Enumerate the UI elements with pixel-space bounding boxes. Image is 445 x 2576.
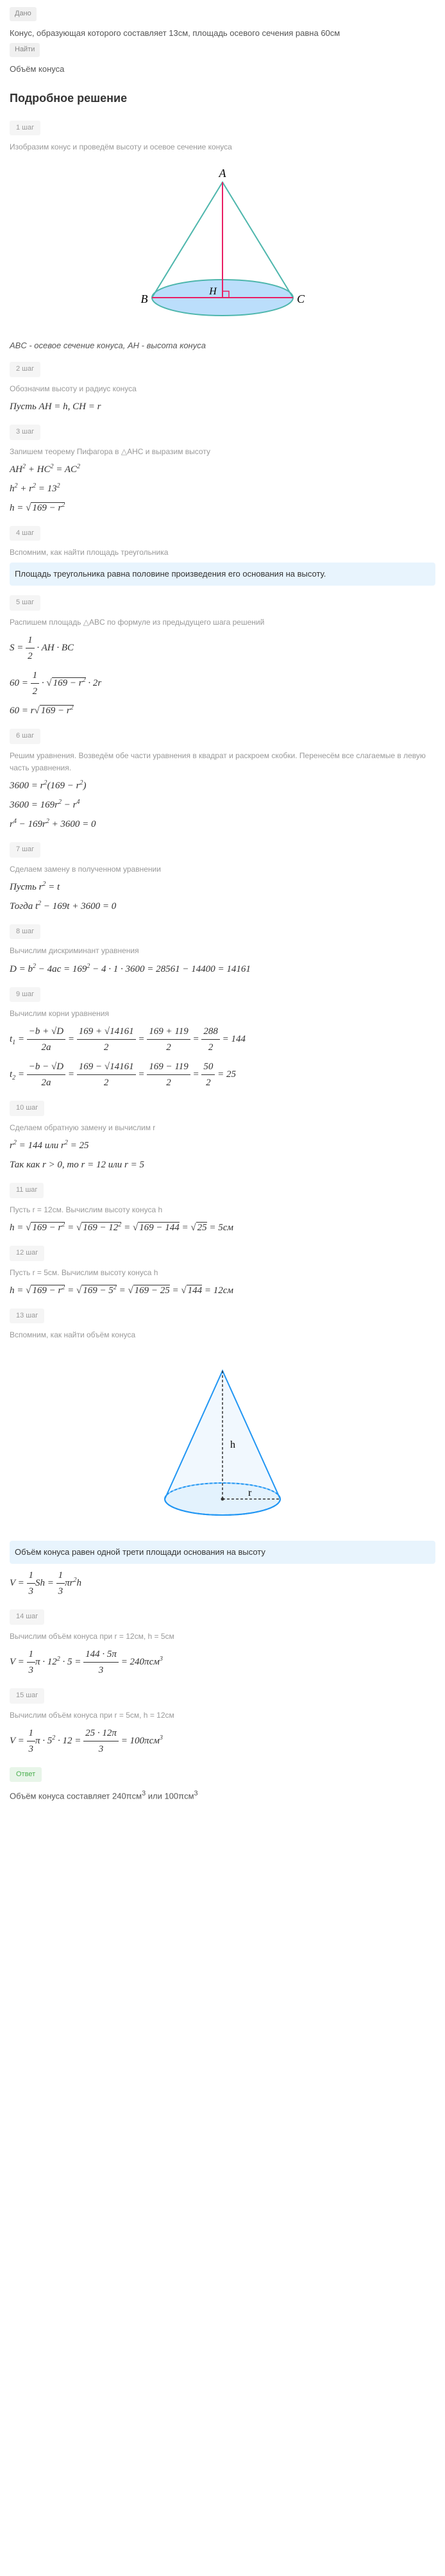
step-7-badge: 7 шаг	[10, 842, 40, 858]
step-4-highlight: Площадь треугольника равна половине прои…	[10, 563, 435, 586]
formula-9a: t1 = −b + √D2a = 169 + √141612 = 169 + 1…	[10, 1024, 435, 1055]
svg-text:B: B	[141, 292, 148, 305]
step-2-badge: 2 шаг	[10, 362, 40, 377]
formula-8: D = b2 − 4ac = 1692 − 4 · 1 · 3600 = 285…	[10, 962, 435, 977]
cone-volume-diagram: h r	[10, 1352, 435, 1531]
formula-3c: h = 169 − r2	[10, 500, 435, 516]
find-badge: Найти	[10, 43, 40, 57]
formula-12: h = 169 − r2 = 169 − 52 = 169 − 25 = 144…	[10, 1283, 435, 1298]
step-5-badge: 5 шаг	[10, 595, 40, 611]
find-text: Объём конуса	[10, 63, 435, 76]
step-12-badge: 12 шаг	[10, 1246, 44, 1261]
step-11-badge: 11 шаг	[10, 1183, 44, 1198]
step-9-text: Вычислим корни уравнения	[10, 1008, 435, 1020]
step-12-text: Пусть r = 5см. Вычислим высоту конуса h	[10, 1267, 435, 1279]
formula-6b: 3600 = 169r2 − r4	[10, 797, 435, 813]
formula-10a: r2 = 144 или r2 = 25	[10, 1138, 435, 1153]
svg-text:H: H	[208, 286, 217, 297]
step-9-badge: 9 шаг	[10, 987, 40, 1003]
step-1-badge: 1 шаг	[10, 121, 40, 136]
answer-text: Объём конуса составляет 240πсм3 или 100π…	[10, 1788, 435, 1803]
step-13-highlight: Объём конуса равен одной трети площади о…	[10, 1541, 435, 1564]
step-2-formula: Пусть AH = h, CH = r	[10, 399, 435, 414]
step-7-text: Сделаем замену в полученном уравнении	[10, 863, 435, 876]
step-3-badge: 3 шаг	[10, 425, 40, 440]
step-1-text: Изобразим конус и проведём высоту и осев…	[10, 141, 435, 153]
formula-14: V = 13π · 122 · 5 = 144 · 5π3 = 240πсм3	[10, 1647, 435, 1678]
step-1-after: ABC - осевое сечение конуса, AH - высота…	[10, 339, 435, 353]
step-14-badge: 14 шаг	[10, 1609, 44, 1625]
given-text: Конус, образующая которого составляет 13…	[10, 27, 435, 40]
formula-6a: 3600 = r2(169 − r2)	[10, 778, 435, 793]
step-3-text: Запишем теорему Пифагора в △AHC и вырази…	[10, 446, 435, 458]
answer-badge: Ответ	[10, 1767, 42, 1783]
step-15-text: Вычислим объём конуса при r = 5см, h = 1…	[10, 1709, 435, 1722]
given-badge: Дано	[10, 7, 37, 21]
step-10-badge: 10 шаг	[10, 1101, 44, 1116]
step-14-text: Вычислим объём конуса при r = 12см, h = …	[10, 1631, 435, 1643]
svg-text:A: A	[219, 167, 227, 180]
step-15-badge: 15 шаг	[10, 1688, 44, 1704]
formula-13: V = 13Sh = 13πr2h	[10, 1568, 435, 1599]
svg-text:h: h	[230, 1439, 235, 1450]
step-13-badge: 13 шаг	[10, 1309, 44, 1324]
solution-title: Подробное решение	[10, 89, 435, 108]
step-8-badge: 8 шаг	[10, 924, 40, 940]
step-4-badge: 4 шаг	[10, 526, 40, 541]
formula-9b: t2 = −b − √D2a = 169 − √141612 = 169 − 1…	[10, 1059, 435, 1090]
step-5-text: Распишем площадь △ABC по формуле из пред…	[10, 616, 435, 629]
step-6-badge: 6 шаг	[10, 729, 40, 744]
formula-5c: 60 = r169 − r2	[10, 703, 435, 718]
formula-15: V = 13π · 52 · 12 = 25 · 12π3 = 100πсм3	[10, 1725, 435, 1757]
formula-7b: Тогда t2 − 169t + 3600 = 0	[10, 899, 435, 914]
svg-text:r: r	[248, 1487, 252, 1498]
formula-7a: Пусть r2 = t	[10, 879, 435, 895]
step-13-text: Вспомним, как найти объём конуса	[10, 1329, 435, 1341]
cone-triangle-diagram: A B C H	[10, 163, 435, 330]
formula-3b: h2 + r2 = 132	[10, 481, 435, 496]
step-6-text: Решим уравнения. Возведём обе части урав…	[10, 750, 435, 774]
step-4-text: Вспомним, как найти площадь треугольника	[10, 547, 435, 559]
formula-10b: Так как r > 0, то r = 12 или r = 5	[10, 1157, 435, 1173]
step-2-text: Обозначим высоту и радиус конуса	[10, 383, 435, 395]
formula-5a: S = 12 · AH · BC	[10, 632, 435, 664]
svg-text:C: C	[297, 292, 305, 305]
step-8-text: Вычислим дискриминант уравнения	[10, 945, 435, 957]
formula-11: h = 169 − r2 = 169 − 122 = 169 − 144 = 2…	[10, 1220, 435, 1235]
formula-3a: AH2 + HC2 = AC2	[10, 462, 435, 477]
step-11-text: Пусть r = 12см. Вычислим высоту конуса h	[10, 1204, 435, 1216]
step-10-text: Сделаем обратную замену и вычислим r	[10, 1122, 435, 1134]
formula-5b: 60 = 12 · 169 − r2 · 2r	[10, 668, 435, 699]
formula-6c: r4 − 169r2 + 3600 = 0	[10, 817, 435, 832]
